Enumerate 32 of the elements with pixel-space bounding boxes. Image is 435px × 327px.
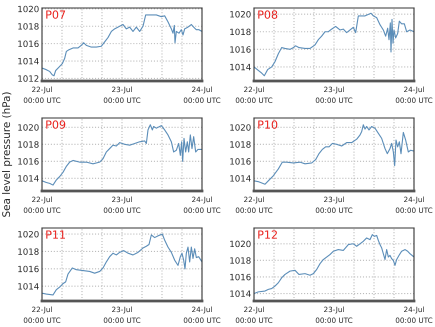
y-tick-label: 1020 <box>230 11 251 18</box>
y-tick-label: 1012 <box>18 75 38 82</box>
y-tick-label: 1016 <box>230 46 251 53</box>
chart-title: P12 <box>258 230 277 239</box>
y-tick-label: 1018 <box>18 141 39 148</box>
y-tick-label: 1016 <box>230 274 251 280</box>
y-tick-label: 1018 <box>230 28 251 36</box>
y-tick-label: 1014 <box>230 64 251 70</box>
y-axis-title: Sea level pressure (hPa) <box>2 92 12 217</box>
chart-title: P09 <box>46 120 66 129</box>
y-tick-label: 1020 <box>18 124 39 131</box>
y-tick-label: 1018 <box>230 141 251 148</box>
y-tick-label: 1016 <box>230 158 251 165</box>
y-tick-label: 1014 <box>230 290 251 297</box>
y-tick-label: 1014 <box>18 175 39 182</box>
y-tick-label: 1018 <box>18 23 39 30</box>
y-tick-label: 1020 <box>18 230 39 238</box>
chart-title: P07 <box>46 10 66 19</box>
y-tick-label: 1014 <box>18 283 39 290</box>
y-tick-label: 1020 <box>230 240 251 248</box>
chart-title: P08 <box>258 10 278 19</box>
y-tick-label: 1018 <box>18 248 39 255</box>
chart-title: P11 <box>46 230 66 239</box>
chart-title: P10 <box>258 120 278 129</box>
y-tick-label: 1020 <box>18 6 39 12</box>
y-tick-label: 1020 <box>230 124 251 131</box>
y-tick-label: 1016 <box>18 40 39 48</box>
y-tick-label: 1016 <box>18 158 39 165</box>
y-tick-label: 1018 <box>230 257 251 264</box>
y-tick-label: 1014 <box>18 58 39 64</box>
y-tick-label: 1016 <box>18 266 39 272</box>
y-tick-label: 1014 <box>230 175 251 182</box>
